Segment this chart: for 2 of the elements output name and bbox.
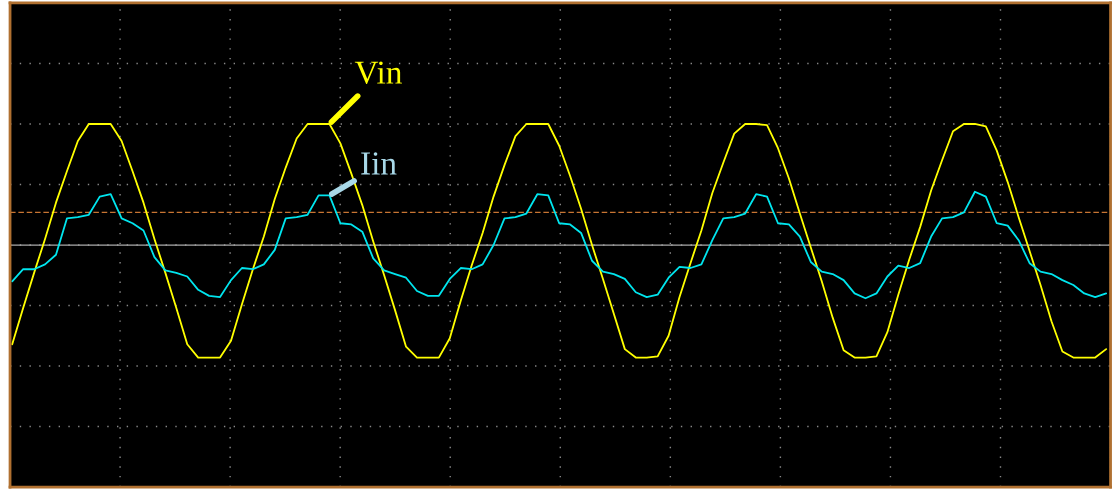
series-label: Iin — [361, 152, 397, 175]
series-label: Vin — [354, 61, 402, 85]
